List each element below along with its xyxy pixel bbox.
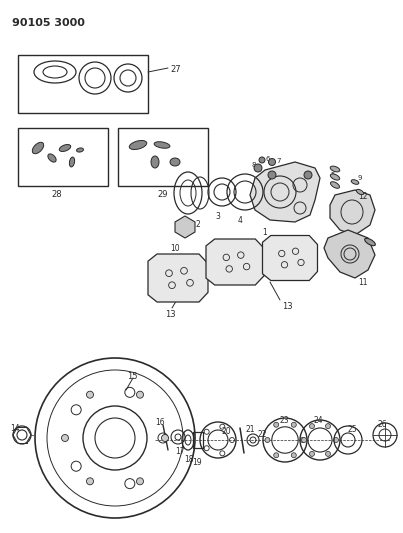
- Text: 7: 7: [276, 158, 280, 164]
- Circle shape: [291, 422, 296, 427]
- Circle shape: [291, 453, 296, 458]
- Ellipse shape: [129, 141, 147, 150]
- Text: 13: 13: [165, 310, 176, 319]
- Ellipse shape: [170, 158, 180, 166]
- Ellipse shape: [69, 157, 75, 167]
- Circle shape: [326, 424, 330, 429]
- Bar: [18, 55, 148, 113]
- Ellipse shape: [77, 148, 83, 152]
- Text: 22: 22: [258, 430, 268, 439]
- Circle shape: [274, 453, 279, 458]
- Polygon shape: [206, 239, 264, 285]
- Circle shape: [162, 434, 168, 441]
- Text: 12: 12: [358, 192, 368, 201]
- Circle shape: [268, 171, 276, 179]
- Text: 21: 21: [246, 425, 256, 434]
- Circle shape: [62, 434, 69, 441]
- Text: 15: 15: [127, 372, 137, 381]
- Ellipse shape: [151, 156, 159, 168]
- Text: 25: 25: [348, 425, 357, 434]
- Polygon shape: [250, 162, 320, 222]
- Text: 19: 19: [192, 458, 202, 467]
- Circle shape: [137, 478, 143, 485]
- Text: 5: 5: [330, 172, 334, 178]
- Ellipse shape: [330, 182, 339, 188]
- Text: 90105 3000: 90105 3000: [12, 18, 85, 28]
- Text: 10: 10: [170, 244, 180, 253]
- Text: 13: 13: [282, 302, 293, 311]
- Ellipse shape: [330, 166, 340, 172]
- Circle shape: [300, 438, 305, 442]
- Bar: [18, 128, 108, 186]
- Text: 20: 20: [222, 427, 232, 436]
- Text: 4: 4: [238, 216, 243, 225]
- Polygon shape: [148, 254, 208, 302]
- Circle shape: [259, 157, 265, 163]
- Ellipse shape: [365, 238, 375, 246]
- Circle shape: [137, 391, 143, 398]
- Circle shape: [310, 424, 314, 429]
- Circle shape: [334, 438, 339, 442]
- Polygon shape: [262, 236, 318, 280]
- Text: 23: 23: [279, 416, 289, 425]
- Text: 14: 14: [10, 424, 20, 433]
- Text: 2: 2: [195, 220, 200, 229]
- Polygon shape: [324, 230, 375, 278]
- Text: 17: 17: [175, 447, 185, 456]
- Text: 6: 6: [265, 156, 270, 162]
- Text: 3: 3: [215, 212, 220, 221]
- Text: 16: 16: [155, 418, 164, 427]
- Text: 27: 27: [170, 65, 181, 74]
- Text: 18: 18: [184, 455, 193, 464]
- Circle shape: [254, 164, 262, 172]
- Circle shape: [265, 438, 270, 442]
- Circle shape: [310, 451, 314, 456]
- Text: 11: 11: [358, 278, 368, 287]
- Ellipse shape: [48, 154, 56, 162]
- Text: 28: 28: [52, 190, 62, 199]
- Polygon shape: [175, 216, 195, 238]
- Circle shape: [87, 391, 93, 398]
- Text: 8: 8: [252, 162, 256, 168]
- Circle shape: [301, 438, 307, 442]
- Polygon shape: [330, 190, 375, 235]
- Ellipse shape: [330, 174, 340, 180]
- Ellipse shape: [59, 144, 71, 151]
- Ellipse shape: [32, 142, 44, 154]
- Circle shape: [268, 158, 276, 166]
- Text: 9: 9: [358, 175, 363, 181]
- Text: 29: 29: [158, 190, 168, 199]
- Ellipse shape: [154, 142, 170, 148]
- Circle shape: [304, 171, 312, 179]
- Text: 24: 24: [314, 416, 324, 425]
- Text: 1: 1: [262, 228, 267, 237]
- Circle shape: [326, 451, 330, 456]
- Bar: [118, 128, 208, 186]
- Text: 26: 26: [378, 420, 388, 429]
- Circle shape: [87, 478, 93, 485]
- Circle shape: [274, 422, 279, 427]
- Ellipse shape: [351, 180, 359, 184]
- Ellipse shape: [356, 189, 364, 195]
